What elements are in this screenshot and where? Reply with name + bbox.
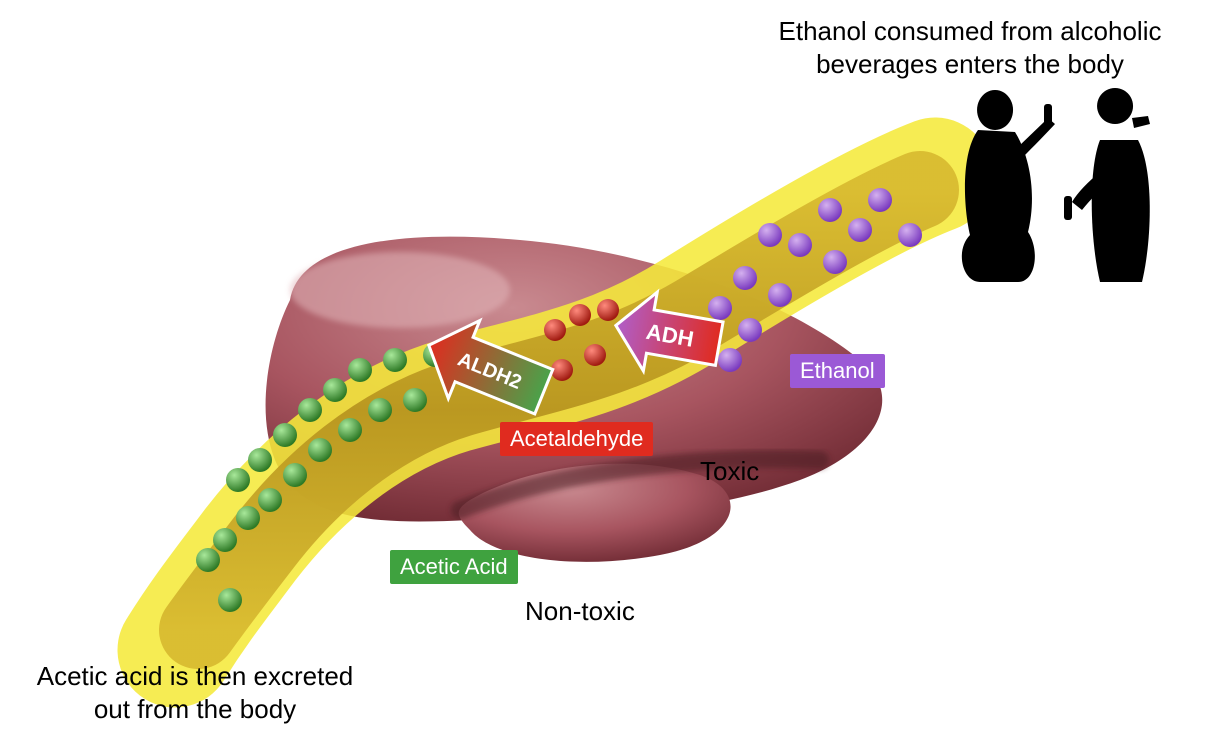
molecule-dot [848, 218, 872, 242]
diagram-svg: ADH ALDH2 [0, 0, 1226, 746]
pill-acetic-acid: Acetic Acid [390, 550, 518, 584]
caption-top-line2: beverages enters the body [816, 49, 1124, 79]
molecule-dot [323, 378, 347, 402]
molecule-dot [738, 318, 762, 342]
caption-bottom: Acetic acid is then excreted out from th… [30, 660, 360, 725]
molecule-dot [708, 296, 732, 320]
molecule-dot [597, 299, 619, 321]
molecule-dot [788, 233, 812, 257]
molecule-dot [758, 223, 782, 247]
molecule-dot [823, 250, 847, 274]
caption-nontoxic: Non-toxic [525, 595, 635, 628]
molecule-dot [818, 198, 842, 222]
molecule-dot [226, 468, 250, 492]
molecule-dot [283, 463, 307, 487]
pill-ethanol: Ethanol [790, 354, 885, 388]
molecule-dot [403, 388, 427, 412]
caption-toxic: Toxic [700, 455, 759, 488]
molecule-dot [584, 344, 606, 366]
molecule-dot [258, 488, 282, 512]
molecule-dot [273, 423, 297, 447]
caption-bottom-line2: out from the body [94, 694, 296, 724]
molecule-dot [213, 528, 237, 552]
molecule-dot [348, 358, 372, 382]
molecule-dot [308, 438, 332, 462]
molecule-dot [544, 319, 566, 341]
molecule-dot [551, 359, 573, 381]
molecule-dot [868, 188, 892, 212]
molecule-dot [236, 506, 260, 530]
molecule-dot [733, 266, 757, 290]
molecule-dot [898, 223, 922, 247]
molecule-dot [368, 398, 392, 422]
caption-bottom-line1: Acetic acid is then excreted [37, 661, 354, 691]
molecule-dot [248, 448, 272, 472]
diagram-stage: ADH ALDH2 [0, 0, 1226, 746]
molecule-dot [218, 588, 242, 612]
molecule-dot [569, 304, 591, 326]
pill-acetaldehyde: Acetaldehyde [500, 422, 653, 456]
molecule-dot [298, 398, 322, 422]
molecule-dot [196, 548, 220, 572]
molecule-dot [338, 418, 362, 442]
molecule-dot [768, 283, 792, 307]
molecule-dot [718, 348, 742, 372]
people-silhouette [962, 88, 1150, 282]
molecule-dot [383, 348, 407, 372]
caption-top-line1: Ethanol consumed from alcoholic [779, 16, 1162, 46]
caption-top: Ethanol consumed from alcoholic beverage… [740, 15, 1200, 80]
